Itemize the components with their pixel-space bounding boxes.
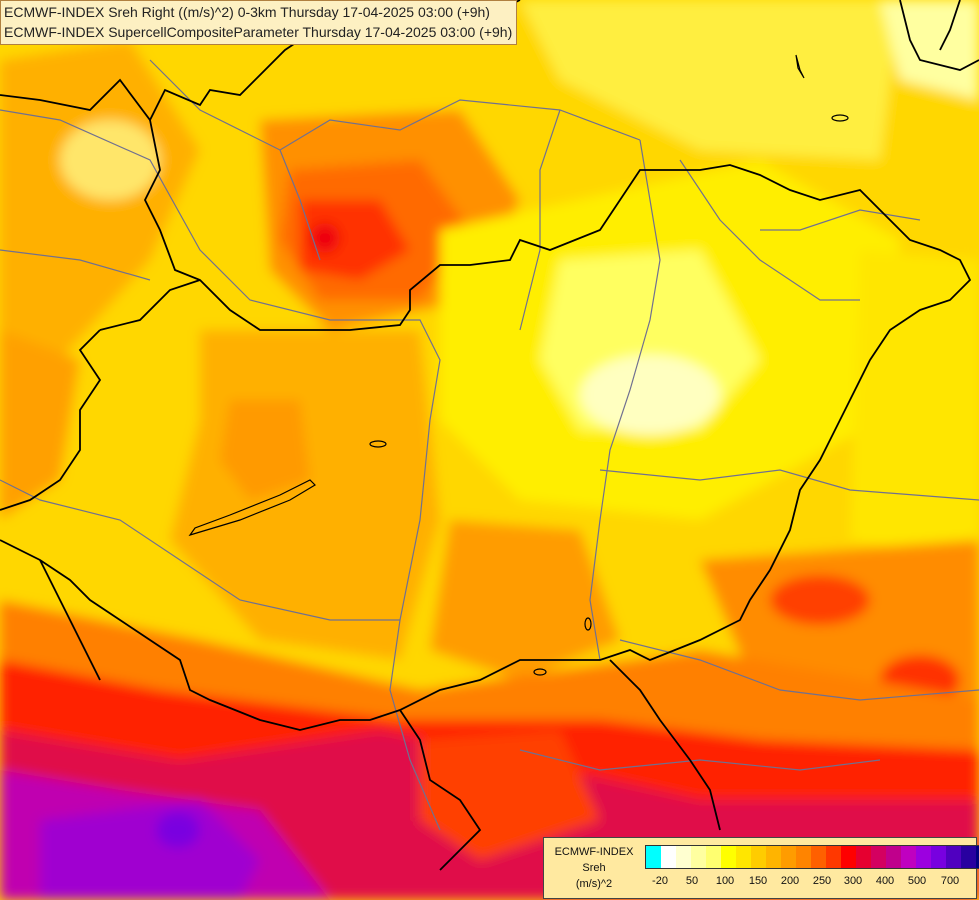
legend-tick-label: 200 [780, 875, 800, 887]
legend-title-param: Sreh [582, 862, 606, 874]
legend-tick-label: -20 [652, 875, 668, 887]
legend-swatch [946, 846, 961, 868]
legend-swatch [931, 846, 946, 868]
legend-swatch [826, 846, 841, 868]
color-legend: ECMWF-INDEX Sreh (m/s)^2 -20 50 100 150 200 2… [543, 837, 979, 899]
legend-swatch [706, 846, 721, 868]
legend-swatch [916, 846, 931, 868]
legend-swatch [841, 846, 856, 868]
legend-swatch [661, 846, 676, 868]
legend-tick-label: 50 [685, 875, 699, 887]
legend-swatch [676, 846, 691, 868]
legend-swatch [961, 846, 976, 868]
legend-swatch [781, 846, 796, 868]
legend-tick-label: 100 [715, 875, 735, 887]
legend-tick-label: 700 [940, 875, 960, 887]
legend-swatch [901, 846, 916, 868]
legend-title-model: ECMWF-INDEX [554, 846, 634, 858]
legend-title-unit: (m/s)^2 [575, 878, 613, 890]
rivers [0, 59, 979, 831]
legend-swatch [691, 846, 706, 868]
lakes [188, 54, 849, 676]
legend-swatch [751, 846, 766, 868]
legend-swatch [766, 846, 781, 868]
legend-ticks: -20 50 100 150 200 250 300 400 500 700 [645, 875, 975, 889]
legend-tick-label: 300 [843, 875, 863, 887]
title-line-1: ECMWF-INDEX Sreh Right ((m/s)^2) 0-3km T… [4, 4, 490, 20]
legend-swatch [721, 846, 736, 868]
legend-title: ECMWF-INDEX Sreh (m/s)^2 [548, 844, 640, 892]
legend-swatches [645, 845, 979, 869]
legend-tick-label: 500 [907, 875, 927, 887]
legend-swatch [871, 846, 886, 868]
legend-swatch [736, 846, 751, 868]
legend-tick-label: 150 [748, 875, 768, 887]
map-title-box: ECMWF-INDEX Sreh Right ((m/s)^2) 0-3km T… [0, 0, 518, 45]
legend-swatch [811, 846, 826, 868]
legend-swatch [646, 846, 661, 868]
legend-swatch [976, 846, 979, 868]
legend-swatch [886, 846, 901, 868]
legend-tick-label: 400 [875, 875, 895, 887]
legend-tick-label: 250 [812, 875, 832, 887]
legend-swatch [856, 846, 871, 868]
legend-swatch [796, 846, 811, 868]
title-line-2: ECMWF-INDEX SupercellCompositeParameter … [4, 24, 513, 40]
